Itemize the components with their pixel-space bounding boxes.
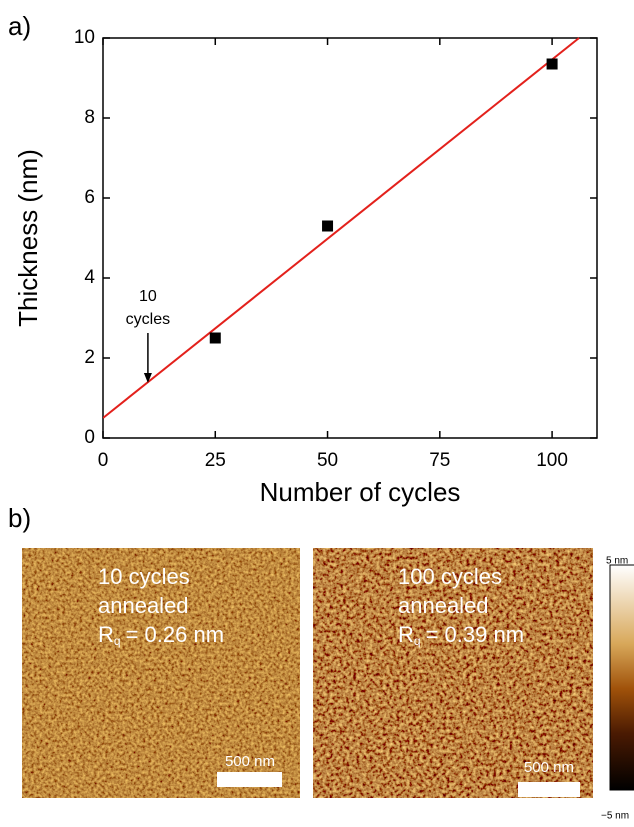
y-axis-label: Thickness (nm) (13, 149, 43, 327)
plot-frame (102, 37, 598, 439)
colorbar-label: −5 nm (601, 811, 629, 822)
x-tick-label: 0 (98, 450, 109, 471)
image-text: 100 cycles (398, 564, 502, 589)
annotation-text: cycles (126, 311, 170, 328)
image-text: 10 cycles (98, 564, 190, 589)
annotation-text: 10 (139, 288, 157, 305)
y-tick-label: 2 (84, 347, 95, 368)
data-point (209, 332, 221, 344)
panel-label: b) (8, 503, 31, 533)
y-tick-label: 0 (84, 427, 95, 448)
y-tick-label: 4 (84, 267, 95, 288)
roughness-subscript: q (414, 634, 421, 648)
scale-bar (518, 782, 580, 797)
axes (102, 37, 598, 439)
scale-label: 500 nm (524, 759, 574, 776)
roughness: Rq = 0.39 nm (398, 622, 524, 648)
afm-image (313, 548, 593, 798)
x-axis-label: Number of cycles (260, 477, 461, 507)
panel-label: a) (8, 11, 31, 41)
x-tick-label: 75 (429, 450, 450, 471)
colorbar-label: 5 nm (606, 556, 628, 567)
data-point (322, 220, 334, 232)
x-tick-label: 50 (317, 450, 338, 471)
x-tick-label: 100 (536, 450, 568, 471)
roughness-subscript: q (114, 634, 121, 648)
scale-bar (217, 772, 282, 787)
afm-image (22, 548, 300, 798)
roughness-value: = 0.39 nm (426, 622, 524, 647)
afm-panels: 500 nm 500 nm 5 nm −5 nm (22, 548, 634, 822)
image-text: annealed (98, 593, 189, 618)
y-tick-label: 8 (84, 107, 95, 128)
y-tick-label: 6 (84, 187, 95, 208)
scale-label: 500 nm (225, 753, 275, 770)
roughness: Rq = 0.26 nm (98, 622, 224, 648)
roughness-value: = 0.26 nm (126, 622, 224, 647)
y-tick-label: 10 (74, 27, 95, 48)
colorbar (609, 564, 634, 791)
image-text: annealed (398, 593, 489, 618)
roughness-symbol: R (398, 622, 414, 647)
x-tick-label: 25 (205, 450, 226, 471)
annotation-arrowhead (143, 373, 152, 383)
fit-line (103, 37, 580, 419)
data-point (546, 58, 558, 70)
roughness-symbol: R (98, 622, 114, 647)
